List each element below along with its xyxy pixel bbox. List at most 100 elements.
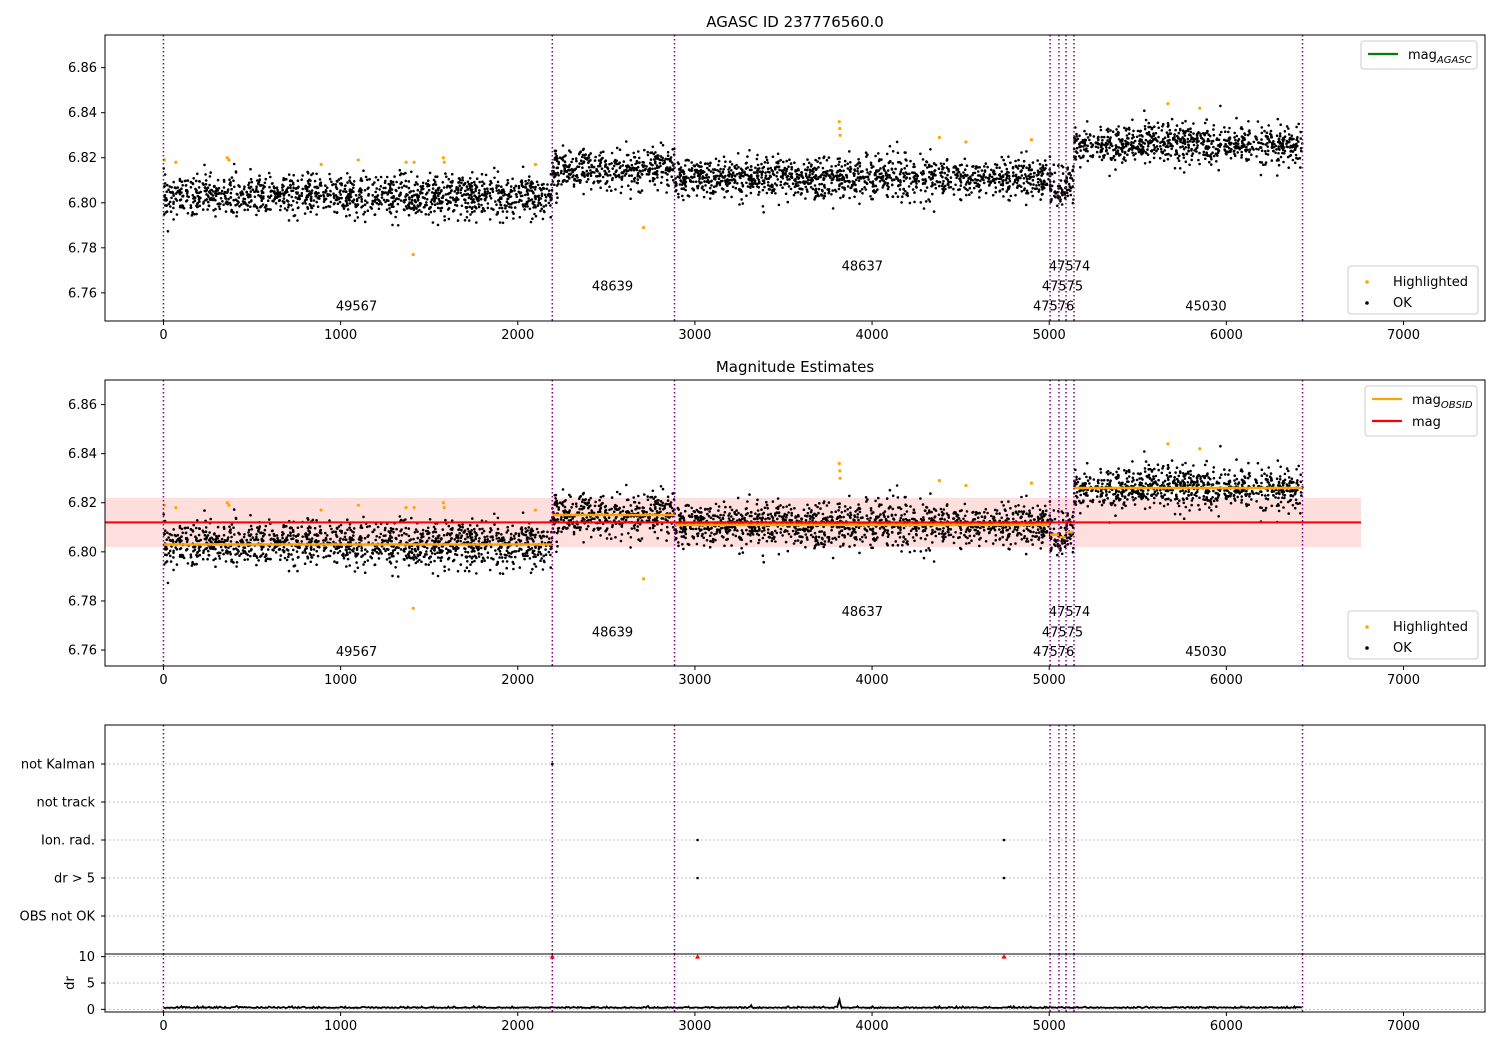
- mid-ok-point: [427, 536, 431, 540]
- mid-ok-point: [266, 557, 269, 560]
- top-ok-point: [1037, 171, 1040, 174]
- top-ok-point: [874, 177, 877, 181]
- top-ok-point: [830, 181, 833, 185]
- mid-ok-point: [427, 563, 431, 566]
- mid-ok-point: [309, 560, 313, 564]
- top-ok-point: [896, 195, 900, 198]
- top-ok-point: [1167, 139, 1170, 143]
- top-ok-point: [870, 181, 873, 184]
- top-ok-point: [1287, 127, 1290, 130]
- mid-ok-point: [174, 540, 178, 544]
- top-ok-point: [1295, 125, 1298, 129]
- top-ok-point: [225, 191, 229, 194]
- top-ok-point: [882, 179, 885, 182]
- top-ok-point: [267, 171, 271, 175]
- top-ok-point: [958, 177, 961, 180]
- mid-ok-point: [436, 551, 439, 554]
- top-ok-point: [379, 185, 383, 188]
- top-ok-point: [1262, 163, 1265, 167]
- top-ok-point: [585, 169, 589, 173]
- top-ok-point: [470, 201, 474, 204]
- top-ok-point: [718, 170, 721, 173]
- top-ok-point: [410, 201, 413, 204]
- top-ok-point: [304, 186, 308, 190]
- top-ok-point: [389, 182, 393, 185]
- top-ok-point: [1204, 147, 1207, 150]
- mid-ok-point: [477, 552, 481, 555]
- top-ok-point: [335, 211, 339, 214]
- top-ok-point: [1212, 128, 1215, 131]
- top-ok-point: [1270, 146, 1274, 149]
- mid-ok-point: [452, 558, 456, 562]
- top-ok-point: [472, 198, 475, 201]
- top-ok-point: [966, 174, 969, 177]
- top-ok-point: [611, 176, 614, 180]
- top-ok-point: [1032, 183, 1035, 186]
- top-ok-point: [678, 171, 682, 174]
- mid-ok-point: [220, 537, 224, 541]
- top-ok-point: [182, 206, 185, 209]
- top-ok-point: [774, 192, 777, 195]
- top-ok-point: [816, 160, 819, 163]
- top-ok-point: [1199, 134, 1202, 137]
- mid-ok-point: [460, 553, 464, 557]
- top-ok-point: [1035, 187, 1039, 190]
- top-ok-point: [905, 164, 909, 168]
- top-ok-point: [282, 197, 286, 200]
- top-ok-point: [856, 169, 859, 173]
- top-ok-point: [970, 191, 973, 194]
- top-ok-point: [598, 164, 602, 168]
- top-ok-point: [255, 213, 258, 217]
- top-ok-point: [1007, 198, 1010, 202]
- top-ok-point: [232, 179, 235, 182]
- top-ok-point: [1240, 144, 1244, 148]
- top-ok-point: [1138, 134, 1141, 137]
- mid-ok-point: [201, 557, 205, 561]
- top-ok-point: [1121, 150, 1124, 153]
- mid-ok-point: [524, 533, 528, 537]
- top-ok-point: [607, 170, 611, 173]
- top-ok-point: [956, 174, 959, 178]
- top-ok-point: [384, 200, 387, 204]
- top-ok-point: [690, 161, 693, 164]
- top-ok-point: [806, 190, 809, 193]
- top-ok-point: [1240, 153, 1244, 157]
- top-ok-point: [1127, 137, 1130, 140]
- top-ok-point: [928, 170, 931, 174]
- top-ok-point: [790, 176, 794, 179]
- top-ok-point: [1200, 136, 1203, 140]
- mid-ok-point: [500, 556, 504, 559]
- top-ok-point: [1190, 149, 1193, 152]
- top-ok-point: [1092, 135, 1096, 138]
- top-ok-point: [649, 161, 652, 165]
- top-ok-point: [530, 198, 534, 201]
- top-ok-point: [557, 182, 560, 186]
- top-ok-point: [978, 196, 981, 199]
- top-ok-point: [166, 183, 169, 187]
- mid-ok-point: [260, 548, 264, 551]
- top-ok-point: [229, 196, 233, 199]
- mid-ok-point: [269, 557, 272, 561]
- top-ok-point: [261, 203, 265, 206]
- top-ok-point: [695, 163, 699, 166]
- top-ok-point: [1083, 139, 1087, 143]
- top-ok-point: [310, 191, 313, 195]
- mid-ok-point: [264, 524, 268, 528]
- top-ok-point: [1091, 145, 1094, 148]
- top-ok-point: [1255, 147, 1258, 151]
- top-ok-point: [968, 182, 971, 186]
- top-ok-point: [984, 162, 988, 165]
- top-ok-point: [1168, 132, 1172, 135]
- top-ok-point: [1053, 190, 1057, 193]
- top-ok-point: [553, 183, 556, 187]
- top-ok-point: [939, 171, 942, 175]
- top-ok-point: [923, 182, 927, 185]
- top-ok-point: [360, 206, 363, 209]
- top-ok-point: [977, 185, 981, 188]
- top-ok-point: [548, 196, 552, 199]
- top-ok-point: [345, 204, 349, 207]
- top-ok-point: [581, 155, 584, 159]
- top-ok-point: [784, 181, 787, 185]
- top-ok-point: [1141, 145, 1145, 149]
- top-ok-point: [523, 208, 526, 211]
